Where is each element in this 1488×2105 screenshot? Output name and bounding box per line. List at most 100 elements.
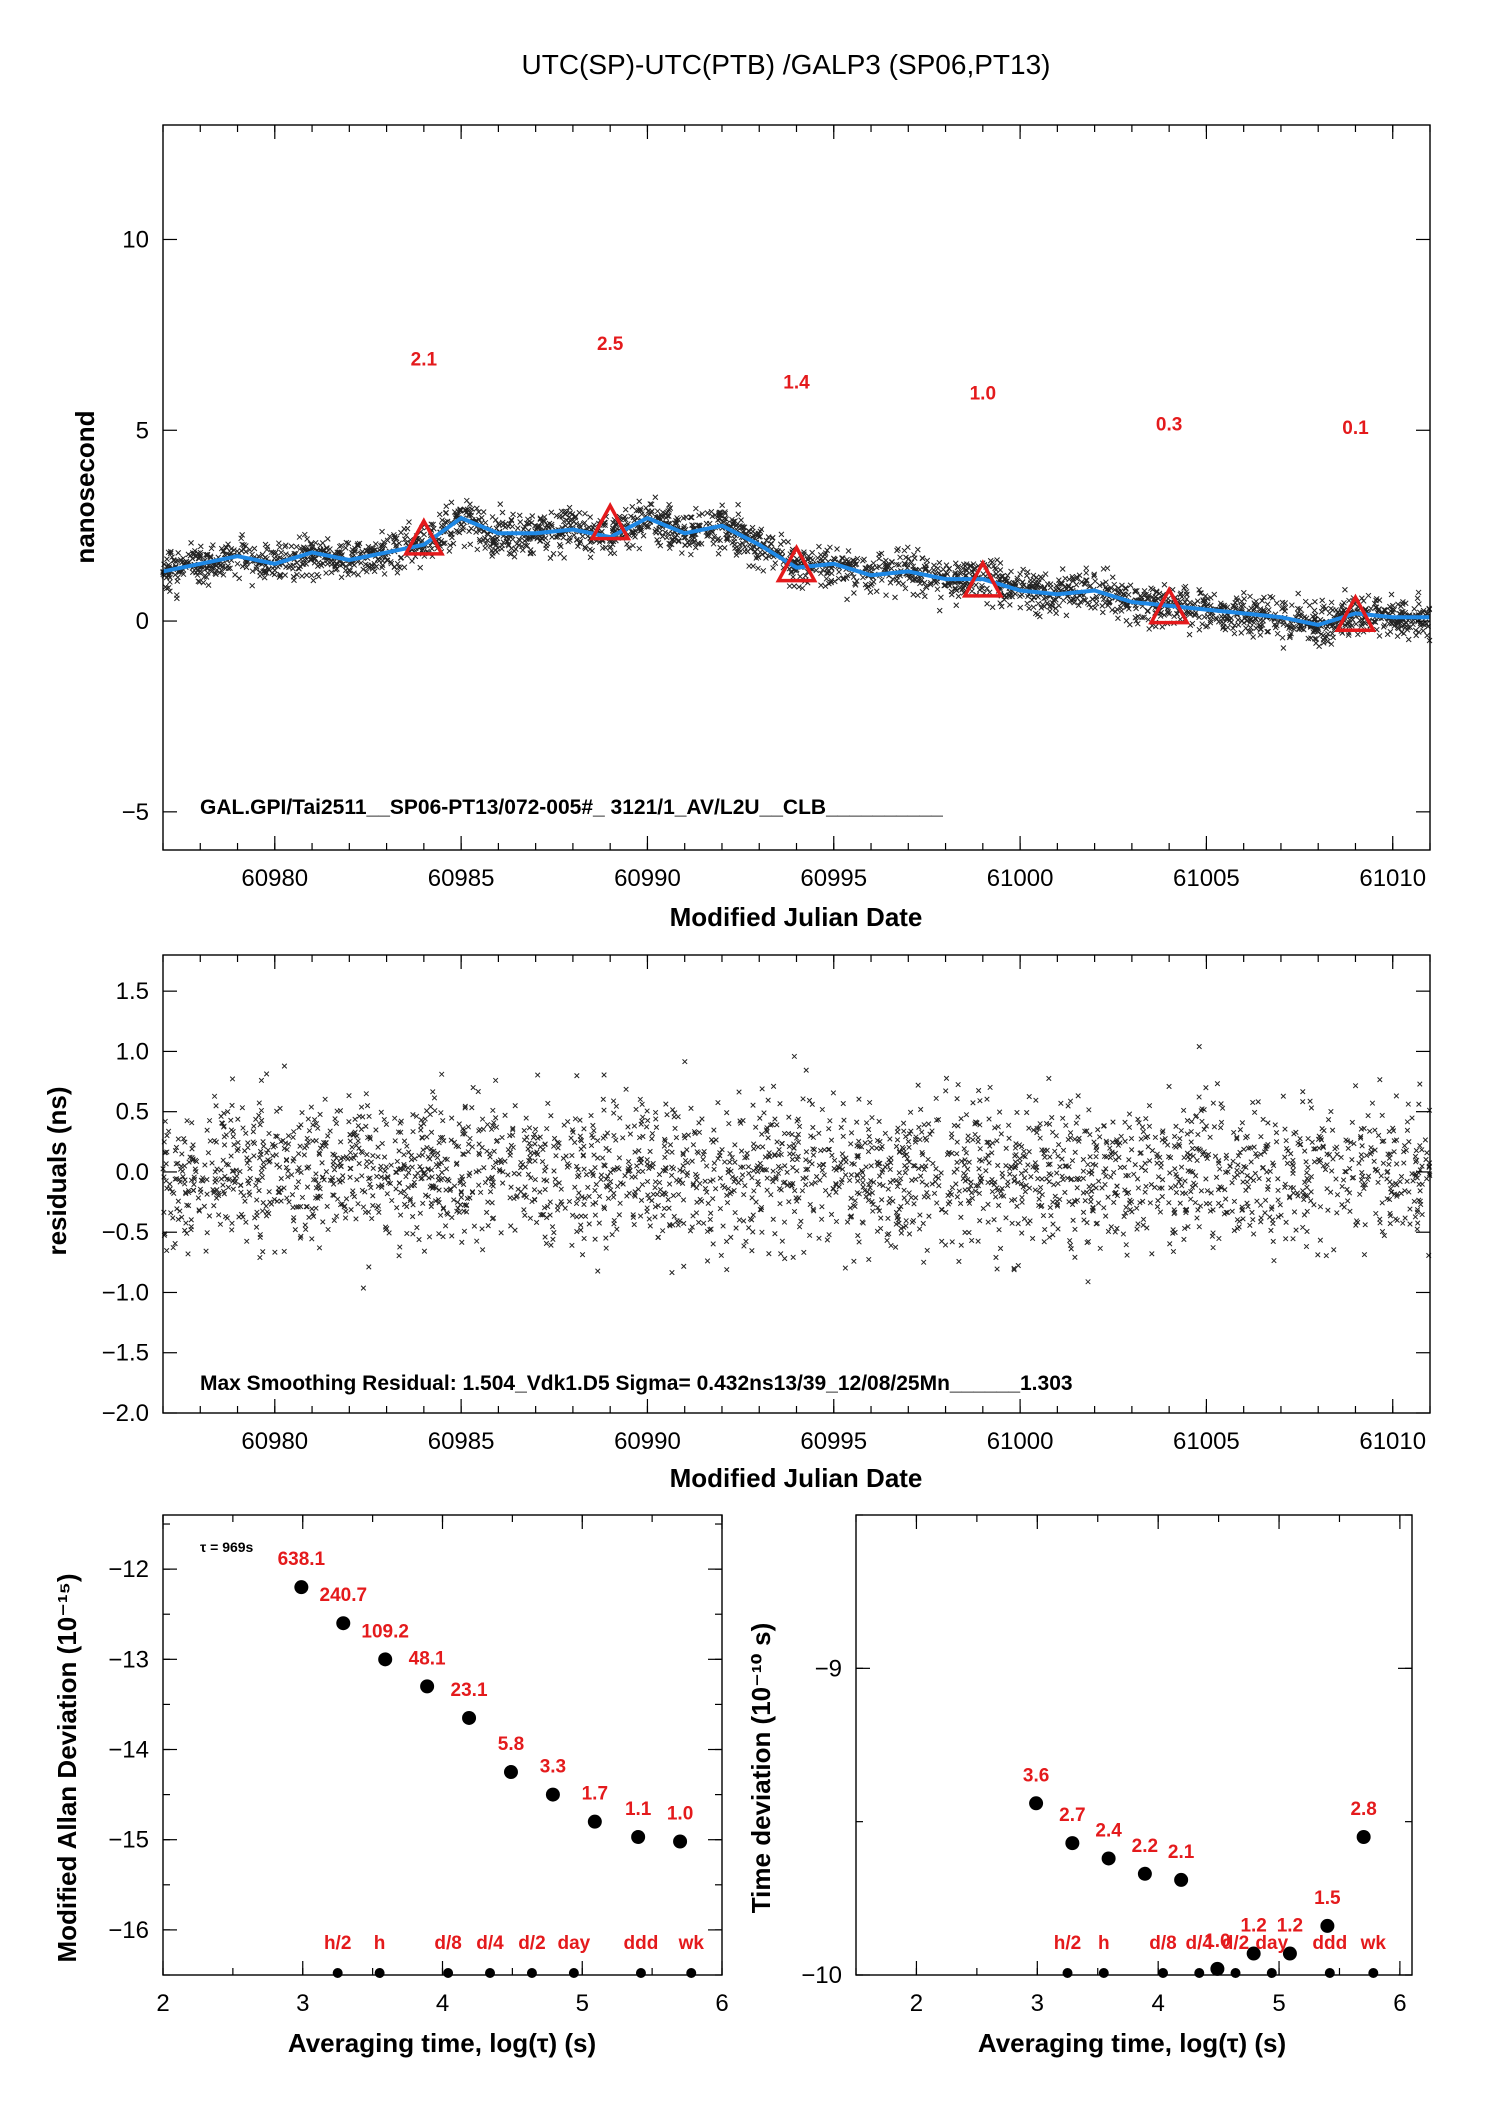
residual-point [1048,1212,1054,1219]
data-point [823,570,830,576]
data-point [662,529,669,536]
residual-point [1072,1136,1078,1142]
data-point [691,535,698,541]
triangle-marker [402,517,445,556]
data-point [1241,595,1248,602]
data-point [1052,605,1059,612]
residual-point [742,1182,748,1189]
residual-point [247,1165,253,1172]
residual-point [1088,1194,1094,1201]
residual-point [180,1174,186,1180]
residual-point [888,1242,894,1249]
residual-point [1016,1142,1023,1148]
data-point [1070,596,1077,603]
residual-point [274,1198,280,1204]
residual-point [945,1201,952,1207]
residual-point [639,1101,645,1107]
data-point [203,565,210,571]
residual-point [977,1122,983,1128]
data-point [356,540,363,547]
data-point [635,507,642,514]
residual-point [1018,1181,1025,1187]
residual-point [389,1197,395,1204]
residual-point [1304,1228,1310,1235]
residual-point [1177,1176,1183,1182]
data-point [542,524,549,531]
residual-point [289,1192,296,1198]
residual-point [601,1072,607,1078]
data-point [990,563,997,569]
residual-point [313,1171,319,1177]
residual-point [997,1245,1004,1252]
residual-point [1156,1185,1163,1191]
residual-point [1114,1225,1120,1232]
data-point [1166,610,1173,617]
residual-point [963,1112,970,1118]
residual-point [1171,1133,1178,1140]
residual-point [228,1127,235,1133]
residual-point [1037,1184,1044,1191]
data-point [541,514,548,520]
residual-point [887,1195,893,1202]
residual-point [876,1208,883,1214]
data-point [1220,615,1226,622]
residual-point [1037,1135,1043,1141]
residual-point [773,1176,779,1182]
data-point [738,517,744,524]
residual-point [1229,1180,1235,1186]
residual-point [479,1226,485,1232]
residual-point [962,1229,968,1236]
residual-point [185,1202,192,1209]
data-point [984,600,990,607]
residual-point [1160,1128,1166,1134]
residual-point [291,1155,297,1162]
data-point [1391,606,1398,613]
residual-point [163,1161,169,1167]
data-point [1186,610,1192,616]
residual-point [893,1143,900,1150]
data-point [579,533,586,540]
data-point [724,520,731,527]
residual-point [1154,1160,1160,1166]
data-point [1146,592,1152,599]
residual-point [1188,1139,1194,1145]
residual-point [760,1144,766,1150]
data-point [381,571,388,577]
residual-point [440,1175,446,1182]
residual-point [516,1171,522,1177]
residual-point [1147,1200,1153,1206]
residual-point [550,1236,556,1242]
residual-point [585,1184,591,1191]
data-point [690,539,696,546]
data-point [561,518,567,525]
residual-point [1208,1190,1214,1196]
residual-point [794,1168,800,1174]
data-point [1376,597,1383,603]
residual-point [1203,1176,1209,1182]
data-point [717,509,724,516]
data-point [1238,630,1245,636]
data-point [1093,600,1100,607]
residual-point [1413,1147,1420,1154]
data-point [1398,603,1404,610]
residual-point [529,1198,535,1205]
data-point [963,561,970,567]
residual-point [590,1172,596,1179]
data-point [1365,592,1372,599]
residual-point [367,1181,373,1187]
residual-point [1300,1089,1306,1095]
residual-point [551,1168,557,1174]
residual-point [643,1124,650,1130]
residual-point [1290,1236,1296,1242]
data-point [919,588,926,595]
data-point [716,516,723,522]
residual-point [509,1132,516,1138]
residual-point [840,1100,846,1107]
data-point [878,550,885,557]
residual-point [778,1151,784,1158]
residual-point [566,1198,573,1205]
data-point [1316,643,1322,650]
data-point [724,537,731,543]
residual-point [336,1177,342,1183]
residual-point [903,1223,909,1229]
